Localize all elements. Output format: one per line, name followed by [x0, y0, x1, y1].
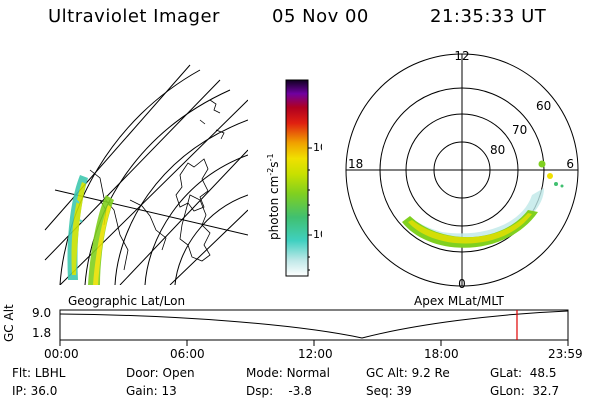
mlt-label-18: 18 [348, 157, 363, 171]
status-glon: GLon: 32.7 [490, 384, 560, 398]
lat-label-80: 80 [490, 143, 505, 157]
lat-label-60: 60 [536, 99, 551, 113]
colorbar-tick-label: 10 [313, 228, 322, 241]
lat-circle-line [144, 154, 248, 285]
mlt-label-6: 6 [566, 157, 574, 171]
alt-tick-top: 9.0 [32, 306, 52, 320]
colorbar-unit-label: photon cm-2s-1 [266, 153, 281, 240]
lat-circle-line [84, 89, 231, 285]
colorbar-gradient [285, 79, 309, 277]
alt-axis-label: GC Alt [2, 304, 16, 342]
colorbar-tick-label: 100 [313, 141, 322, 154]
status-gc-alt: GC Alt: 9.2 Re [366, 366, 450, 380]
aurora-spot [554, 182, 558, 186]
coastline [199, 99, 225, 140]
lon-line [59, 99, 248, 285]
time-tick-0: 00:00 [44, 347, 79, 361]
polar-caption: Apex MLat/MLT [414, 294, 504, 308]
altitude-plot [59, 309, 569, 346]
status-door: Door: Open [126, 366, 195, 380]
mlt-label-12: 12 [454, 49, 469, 63]
geo-caption: Geographic Lat/Lon [68, 294, 186, 308]
time-tick-4: 23:59 [548, 347, 583, 361]
polar-map: 12 18 6 0 60 70 80 [345, 49, 579, 291]
aurora-spot [538, 160, 546, 168]
mlt-label-0: 0 [458, 277, 466, 291]
lon-line [169, 209, 248, 285]
lat-circle-line [174, 194, 248, 285]
lon-line [54, 189, 248, 236]
lon-line [44, 64, 191, 231]
instrument-title: Ultraviolet Imager [48, 6, 220, 27]
coastline [179, 194, 211, 262]
time-tick-2: 12:00 [298, 347, 333, 361]
status-dsp: Dsp: -3.8 [246, 384, 312, 398]
status-gain: Gain: 13 [126, 384, 177, 398]
alt-plot-frame [59, 309, 569, 341]
aurora-geo [67, 175, 114, 285]
time-tick-3: 18:00 [424, 347, 459, 361]
time-label: 21:35:33 UT [430, 6, 547, 27]
lat-label-70: 70 [512, 123, 527, 137]
coastline [175, 158, 209, 212]
lat-circle-line [114, 119, 248, 285]
coastline [129, 199, 167, 251]
status-flt: Flt: LBHL [12, 366, 66, 380]
colorbar: 100 10 photon cm-2s-1 [266, 79, 322, 277]
altitude-curve [59, 310, 569, 339]
lat-circle-line [59, 69, 201, 285]
status-mode: Mode: Normal [246, 366, 330, 380]
aurora-core [408, 213, 532, 244]
alt-tick-bottom: 1.8 [32, 326, 52, 340]
geographic-map [44, 64, 248, 285]
aurora-spot [560, 184, 564, 188]
time-tick-1: 06:00 [170, 347, 205, 361]
status-ip: IP: 36.0 [12, 384, 58, 398]
aurora-spot [547, 173, 553, 179]
date-label: 05 Nov 00 [272, 6, 369, 27]
status-glat: GLat: 48.5 [490, 366, 557, 380]
status-seq: Seq: 39 [366, 384, 412, 398]
